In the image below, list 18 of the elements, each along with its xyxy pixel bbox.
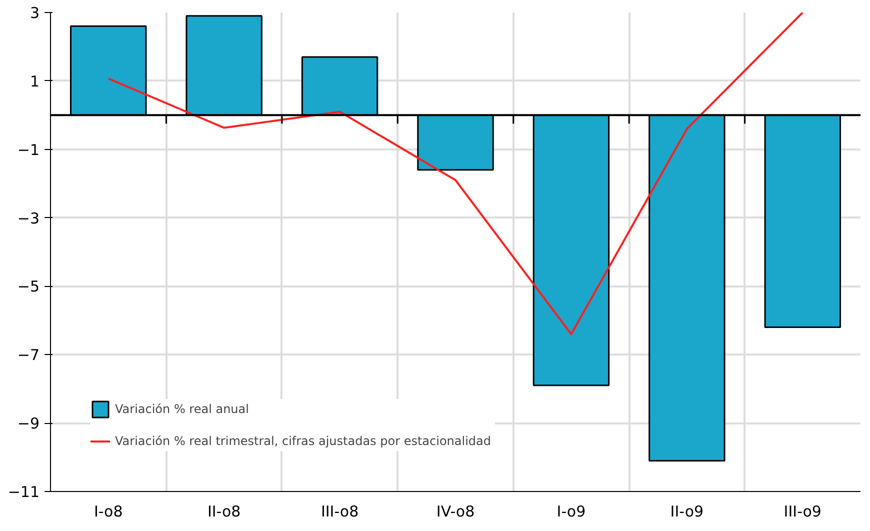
- y-tick-label: 1: [30, 72, 40, 90]
- x-tick-label: I-o9: [556, 502, 586, 520]
- legend-label: Variación % real trimestral, cifras ajustadas por estacionalidad: [115, 434, 492, 448]
- y-tick-label: 3: [30, 4, 40, 22]
- x-tick-label: I-o8: [94, 502, 123, 520]
- y-tick-label: −9: [17, 414, 40, 433]
- x-tick-label: III-o8: [320, 502, 359, 520]
- y-tick-label: −1: [17, 140, 40, 159]
- y-tick-label: −5: [17, 278, 40, 296]
- y-tick-label: −3: [17, 209, 40, 228]
- line-series: [107, 12, 804, 336]
- x-tick-label: II-o9: [670, 502, 704, 520]
- legend-label: Variación % real anual: [115, 402, 250, 416]
- y-tick-label: −11: [8, 483, 40, 501]
- x-tick-label: IV-o8: [436, 502, 475, 520]
- x-tick-label: III-o9: [784, 502, 822, 520]
- x-tick-label: II-o8: [207, 502, 241, 520]
- y-tick-label: −7: [17, 346, 40, 364]
